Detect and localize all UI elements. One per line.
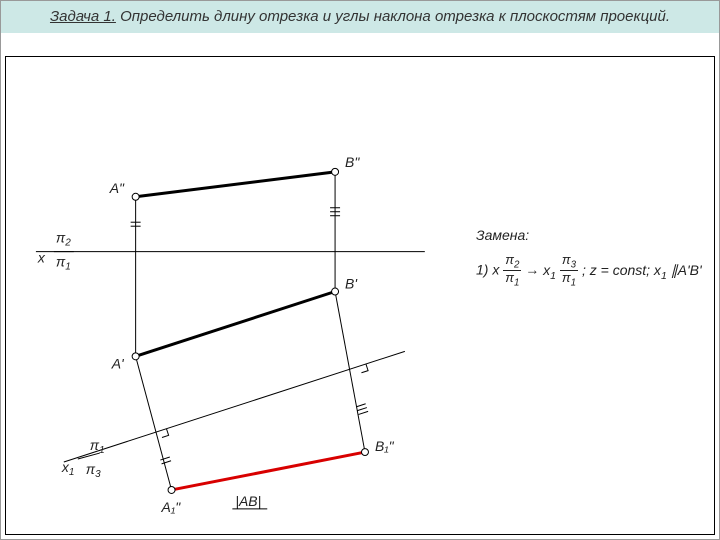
perp-A [136, 356, 172, 490]
label-B1: B' [345, 276, 358, 292]
label-x-piBot: π1 [56, 254, 71, 273]
perp-B [335, 292, 365, 453]
segment-A1B1 [136, 292, 335, 357]
segment-A2B2 [136, 172, 335, 197]
label-x: x [37, 250, 46, 266]
geometry-svg: x π2 π1 x1 π1 π3 A" B" A' B' A₁" B₁" |AB… [6, 57, 714, 534]
point-B2 [332, 168, 339, 175]
label-x-piTop: π2 [56, 230, 71, 249]
title-text: Определить длину отрезка и углы наклона … [116, 8, 670, 25]
legend-item: 1) x π2 π1 → x1 π3 π1 ; z = const; x1 ∥A… [476, 253, 702, 289]
point-B12 [361, 449, 368, 456]
label-B2: B" [345, 154, 360, 170]
label-B12: B₁" [375, 438, 395, 454]
title-bar: Задача 1. Определить длину отрезка и угл… [1, 1, 719, 33]
legend-frac2: π3 π1 [560, 253, 578, 289]
page-container: Задача 1. Определить длину отрезка и угл… [0, 0, 720, 540]
point-A1 [132, 353, 139, 360]
label-x1: x1 [61, 459, 75, 478]
segment-A12B12 [172, 452, 365, 490]
label-x1-piBot: π3 [86, 461, 101, 480]
label-A2: A" [109, 180, 125, 196]
point-B1 [332, 288, 339, 295]
drawing-area: x π2 π1 x1 π1 π3 A" B" A' B' A₁" B₁" |AB… [5, 56, 715, 535]
label-A1: A' [111, 355, 125, 371]
point-A12 [168, 486, 175, 493]
point-A2 [132, 193, 139, 200]
title-prefix: Задача 1. [50, 8, 116, 25]
legend-heading: Замена: [476, 227, 702, 243]
legend-item-prefix: 1) x [476, 262, 503, 278]
legend-block: Замена: 1) x π2 π1 → x1 π3 π1 ; z = cons… [476, 227, 702, 289]
legend-after: ; z = const; x1 ∥A'B' [582, 262, 702, 278]
legend-arrow: → [525, 262, 543, 278]
label-A12: A₁" [161, 499, 182, 515]
legend-frac1: π2 π1 [503, 253, 521, 289]
legend-x1: x1 [543, 262, 556, 278]
label-AB: |AB| [235, 493, 261, 509]
tick-eq-A12 [160, 457, 171, 464]
